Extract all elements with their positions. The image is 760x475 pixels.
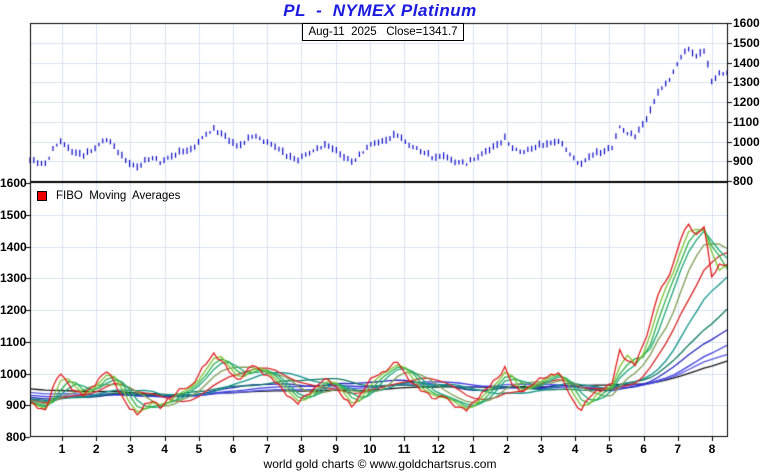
x-tick-label: 2 [503,442,511,456]
x-tick-label: 2 [92,442,100,456]
x-tick-label: 11 [397,442,411,456]
y-tick-label: 1000 [733,134,760,149]
y-tick-label: 1300 [733,75,760,90]
x-tick-label: 9 [332,442,340,456]
y-tick-label: 1100 [733,114,760,129]
x-tick-label: 1 [469,442,476,456]
page-title: PL - NYMEX Platinum [283,1,477,20]
y-tick-label: 1200 [0,303,27,317]
x-tick-label: 7 [263,442,271,456]
x-tick-label: 7 [674,442,682,456]
x-tick-label: 10 [363,442,377,456]
y-tick-label: 1500 [0,207,27,222]
legend-label: FIBO Moving Averages [56,190,181,202]
y-tick-label: 1600 [0,176,27,190]
y-tick-label: 1600 [733,16,760,30]
y-tick-label: 1300 [0,271,27,286]
x-tick-label: 4 [161,442,168,456]
x-tick-label: 12 [431,442,445,456]
y-tick-label: 1400 [733,55,760,70]
y-tick-label: 1000 [0,366,27,381]
x-tick-label: 8 [708,442,716,456]
y-tick-label: 800 [5,430,26,444]
x-tick-label: 3 [537,442,545,456]
date-close-info-box: Aug-11 2025 Close=1341.7 [302,23,464,41]
x-tick-label: 4 [571,442,579,456]
legend-square-icon [37,191,47,201]
x-tick-label: 5 [195,442,203,456]
x-tick-label: 1 [58,442,66,456]
y-tick-label: 1500 [733,35,760,50]
x-tick-label: 5 [606,442,613,456]
y-tick-label: 1200 [733,95,760,109]
x-tick-label: 6 [640,442,647,456]
y-tick-label: 900 [5,398,26,413]
x-tick-label: 6 [229,442,237,456]
y-tick-label: 1400 [0,239,27,254]
footer-credit: world gold charts © www.goldchartsrus.co… [263,457,497,471]
y-tick-label: 800 [733,174,754,188]
x-tick-label: 8 [298,442,305,456]
fibo-legend: FIBO Moving Averages [37,190,180,202]
y-tick-label: 900 [733,154,754,169]
y-tick-label: 1100 [0,334,27,349]
x-tick-label: 3 [127,442,134,456]
